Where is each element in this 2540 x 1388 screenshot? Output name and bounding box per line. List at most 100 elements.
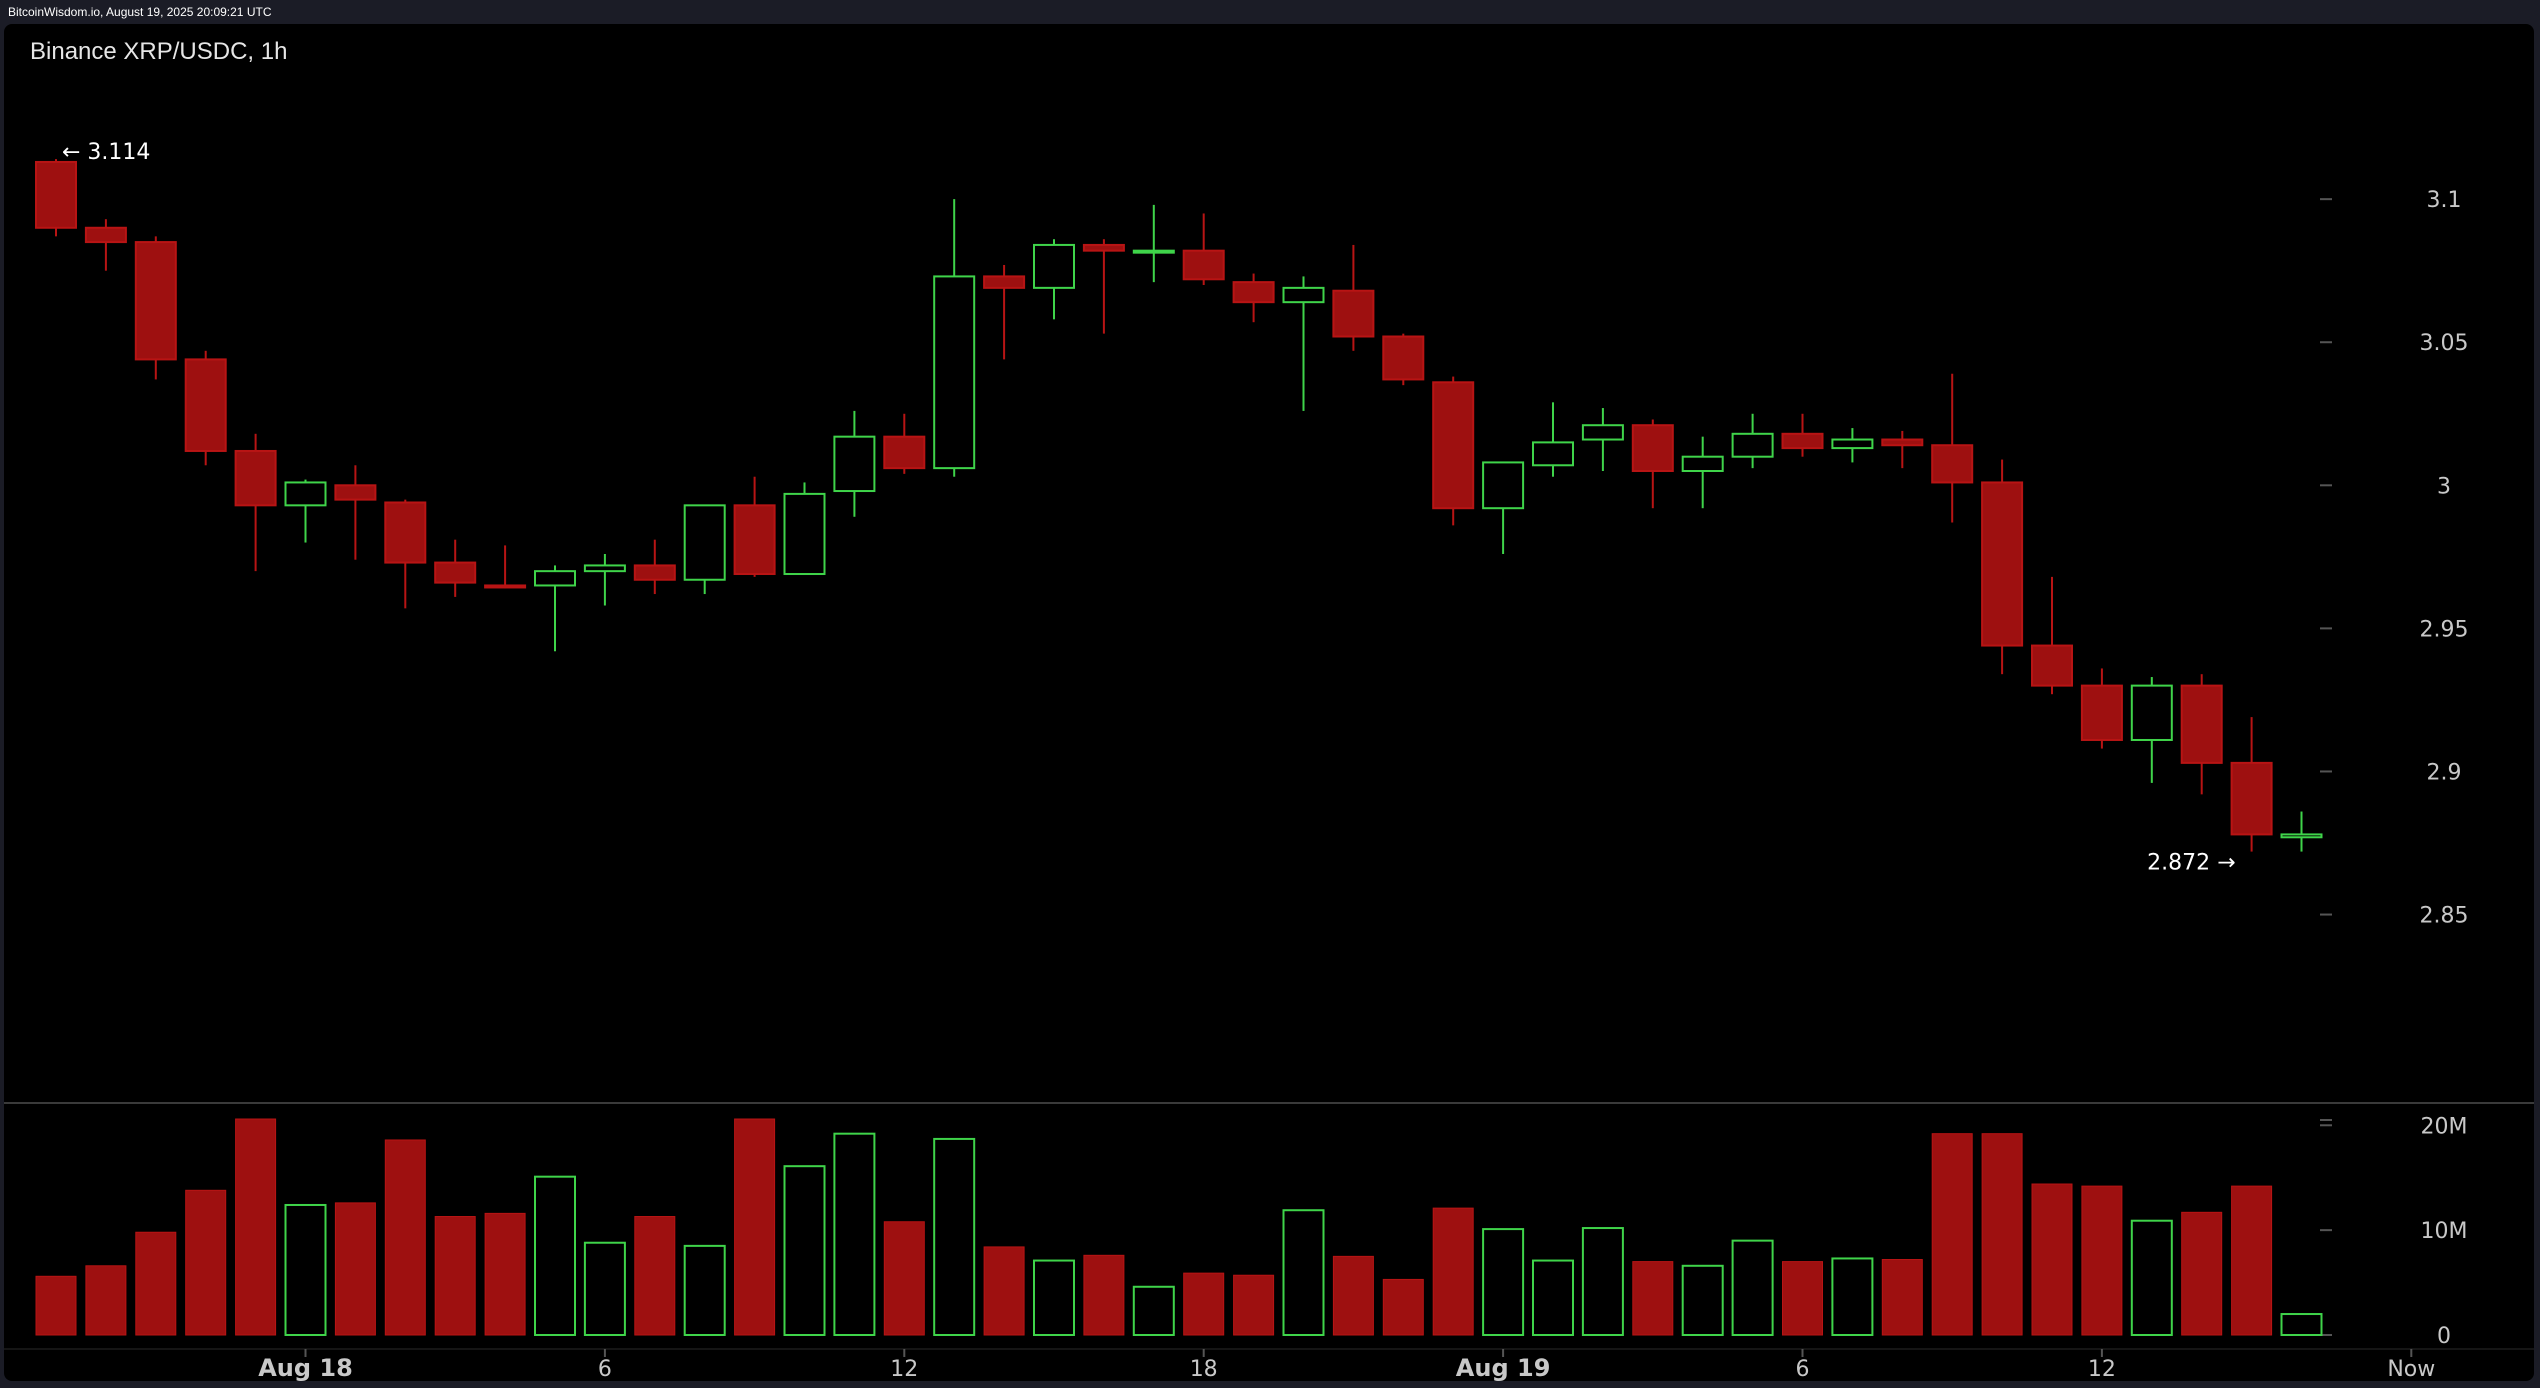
volume-bar-up [2130, 1219, 2173, 1336]
volume-bar-down [734, 1118, 776, 1336]
candle-body [2280, 833, 2323, 839]
candle-down [883, 413, 926, 474]
candle-down [1931, 373, 1974, 523]
candle-body [633, 564, 676, 581]
candle-body [334, 484, 377, 501]
candle-body [2230, 761, 2273, 836]
candle-down [983, 264, 1026, 360]
candle-down [84, 219, 127, 271]
high-annotation: ← 3.114 [62, 140, 150, 165]
candle-body [683, 504, 726, 581]
candle-body [1232, 281, 1275, 304]
candle-body [583, 564, 626, 573]
candle-up [933, 199, 976, 477]
chart-title: Binance XRP/USDC, 1h [30, 38, 287, 65]
volume-bar-down [235, 1118, 277, 1336]
candle-body [534, 570, 576, 587]
candle-down [2180, 674, 2223, 795]
candle-down [2230, 717, 2273, 852]
volume-bar-up [833, 1132, 876, 1336]
candle-up [2130, 677, 2173, 783]
candle-body [1881, 438, 1924, 447]
volume-bar-up [1033, 1259, 1075, 1336]
candle-down [1232, 273, 1275, 323]
volume-bar-down [634, 1216, 676, 1336]
candle-body [1731, 432, 1774, 458]
volume-bar-down [2081, 1185, 2123, 1336]
candle-body [1182, 249, 1225, 281]
volume-bar-up [284, 1203, 327, 1337]
price-tick-label: 3.1 [2427, 188, 2462, 213]
candle-up [1282, 276, 1325, 411]
candle-up [833, 410, 876, 517]
source-header: BitcoinWisdom.io, August 19, 2025 20:09:… [8, 2, 271, 22]
candle-up [284, 479, 327, 543]
volume-bar-down [1632, 1261, 1674, 1336]
price-chart: Binance XRP/USDC, 1h 2.85 2.9 2.95 3 3.05 3.1… [4, 38, 2534, 1381]
candle-up [1581, 408, 1624, 471]
price-tick-label: 3.05 [2420, 331, 2469, 356]
candle-body [384, 501, 427, 564]
price-tick-label: 2.85 [2420, 904, 2469, 929]
volume-bar-down [1981, 1133, 2023, 1336]
time-tick-label: 18 [1190, 1357, 1218, 1381]
candle-down [184, 350, 227, 466]
volume-bar-down [1782, 1261, 1823, 1336]
candle-body [484, 584, 527, 589]
volume-bar-down [1931, 1133, 1973, 1336]
candle-down [434, 539, 477, 597]
price-tick-label: 2.95 [2420, 617, 2469, 642]
volume-bar-up [1731, 1239, 1774, 1337]
candle-down [2080, 668, 2123, 749]
volume-bar-up [1482, 1228, 1525, 1336]
time-tick-label: 6 [1796, 1357, 1810, 1381]
volume-bar-down [2031, 1183, 2073, 1336]
candle-body [84, 226, 127, 244]
candle-body [184, 358, 227, 452]
candle-body [833, 435, 876, 493]
volume-bar-down [1332, 1255, 1374, 1336]
source-line: BitcoinWisdom.io, August 19, 2025 20:09:… [8, 5, 272, 19]
candle-up [1132, 204, 1175, 283]
candle-down [234, 433, 277, 572]
candle-body [783, 492, 826, 576]
price-axis: 2.85 2.9 2.95 3 3.05 3.1 [2320, 188, 2469, 1121]
candle-up [583, 553, 626, 606]
candle-body [1681, 455, 1724, 473]
candle-body [2130, 684, 2173, 741]
volume-bar-down [1183, 1272, 1225, 1336]
candle-body [1532, 441, 1574, 467]
time-tick-label: Aug 18 [258, 1354, 353, 1381]
candle-body [284, 481, 327, 507]
candle-up [783, 482, 826, 576]
candle-up [1731, 413, 1774, 469]
price-tick-label: 2.9 [2427, 760, 2462, 785]
candle-body [1432, 381, 1475, 510]
volume-bar-up [2280, 1313, 2323, 1337]
candle-up [1831, 428, 1874, 463]
candle-down [134, 236, 177, 380]
volume-bar-down [484, 1212, 526, 1336]
candle-down [384, 499, 427, 609]
candle-body [733, 504, 776, 576]
candle-down [1432, 376, 1475, 526]
volume-bar-down [384, 1139, 426, 1336]
volume-tick-label: 0 [2437, 1324, 2451, 1349]
candle-body [134, 241, 177, 361]
candle-body [1033, 243, 1075, 289]
time-axis: Aug 18 6 12 18 Aug 19 6 12 Now [4, 1348, 2534, 1381]
price-tick-label: 3 [2437, 474, 2451, 499]
time-tick-label: Aug 19 [1456, 1354, 1551, 1381]
volume-axis: 0 10M 20M [2320, 1114, 2467, 1349]
volume-bar-down [334, 1202, 376, 1336]
candle-down [2031, 576, 2073, 695]
candle-body [1482, 461, 1525, 510]
volume-tick-label: 10M [2421, 1219, 2468, 1244]
volume-bar-up [1831, 1257, 1874, 1336]
candle-up [534, 565, 576, 652]
candle-body [1831, 438, 1874, 450]
candle-body [434, 561, 477, 584]
volume-bar-up [683, 1244, 726, 1336]
volume-bar-down [883, 1221, 925, 1336]
candle-down [1781, 413, 1824, 457]
